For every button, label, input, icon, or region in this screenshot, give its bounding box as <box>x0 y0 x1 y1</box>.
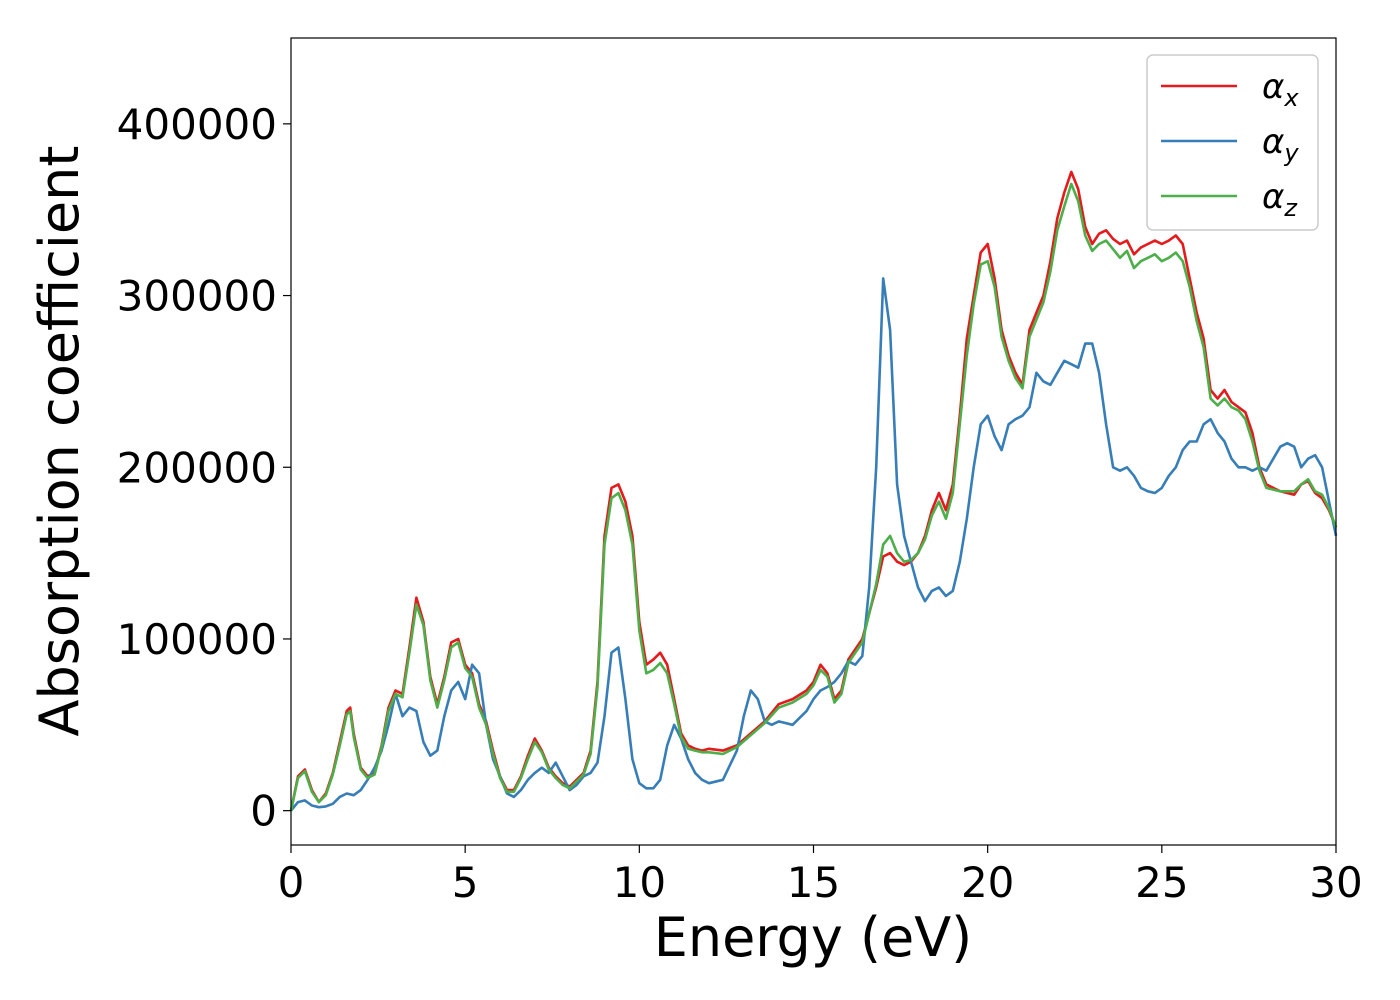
legend-box <box>1146 54 1319 231</box>
legend-label-x: αx <box>1262 67 1299 112</box>
series-layer <box>289 170 1338 812</box>
y-axis-title: Absorption coefficient <box>28 146 91 737</box>
y-tick-label: 0 <box>250 787 277 836</box>
x-tick-label: 20 <box>961 858 1014 907</box>
x-axis-ticks: 0 5 10 15 20 25 30 <box>278 845 1363 907</box>
series-line-z <box>289 182 1338 811</box>
x-tick-label: 25 <box>1135 858 1188 907</box>
x-axis-title: Energy (eV) <box>654 906 973 969</box>
legend-label-y: αy <box>1262 122 1299 167</box>
x-tick-label: 15 <box>787 858 840 907</box>
y-axis-ticks: 0 100000 200000 300000 400000 <box>117 100 291 836</box>
x-tick-label: 0 <box>278 858 305 907</box>
y-tick-label: 300000 <box>117 272 277 321</box>
x-tick-label: 5 <box>452 858 479 907</box>
y-tick-label: 100000 <box>117 615 277 664</box>
x-tick-label: 10 <box>613 858 666 907</box>
series-line-y <box>289 277 1338 812</box>
x-tick-label: 30 <box>1309 858 1362 907</box>
y-tick-label: 200000 <box>117 443 277 492</box>
y-tick-label: 400000 <box>117 100 277 149</box>
